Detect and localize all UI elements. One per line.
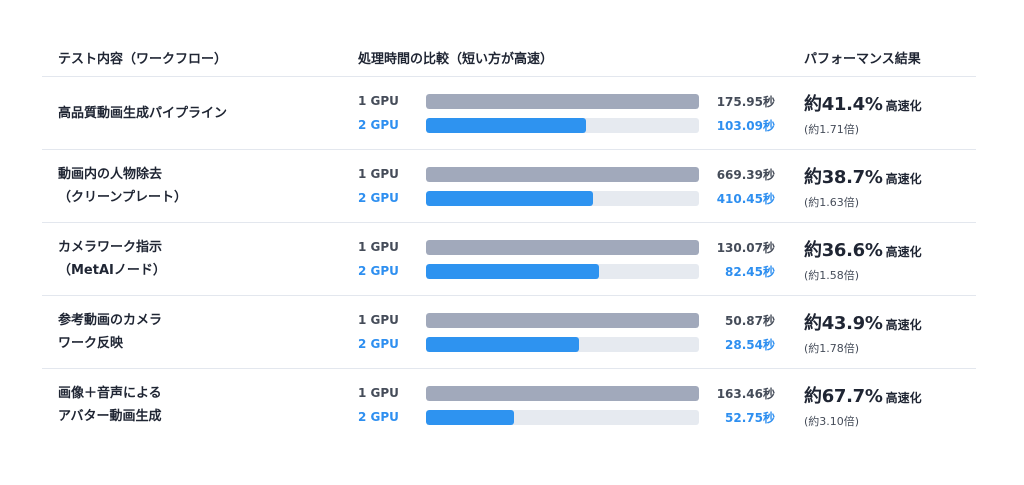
speedup-percent: 約41.4% [804,93,883,115]
speedup-ratio: (約3.10倍) [804,414,860,428]
value-1gpu: 175.95秒 [716,94,775,109]
gpu-label-2: 2 GPU [358,337,399,351]
speedup-ratio: (約1.63倍) [804,195,860,209]
speedup-suffix: 高速化 [885,317,922,332]
value-1gpu: 130.07秒 [716,240,775,255]
task-name: カメラワーク指示 （MetAIノード） [58,240,166,278]
gpu-label-2: 2 GPU [358,264,399,278]
bar-track [426,385,699,401]
gpu-label-1: 1 GPU [358,240,399,254]
value-1gpu: 50.87秒 [725,313,775,328]
bar-track [426,239,699,255]
bar-2gpu [426,263,600,279]
value-2gpu: 28.54秒 [725,337,775,352]
benchmark-table: テスト内容（ワークフロー） 処理時間の比較（短い方が高速） パフォーマンス結果 … [42,38,976,441]
task-name: 参考動画のカメラ ワーク反映 [58,313,163,351]
speedup-percent: 約36.6% [804,239,883,261]
gpu-label-2: 2 GPU [358,410,399,424]
table-row: 参考動画のカメラ ワーク反映 1 GPU 50.87秒 2 GPU 28.54秒… [42,296,976,369]
speedup-suffix: 高速化 [885,390,922,405]
bar-track [426,409,699,425]
header-task: テスト内容（ワークフロー） [58,51,228,67]
value-2gpu: 103.09秒 [716,118,775,133]
bar-2gpu [426,190,594,206]
bar-2gpu [426,409,515,425]
bar-2gpu [426,117,586,133]
bar-1gpu [426,385,699,401]
speedup-ratio: (約1.58倍) [804,268,860,282]
table-row: 高品質動画生成パイプライン 1 GPU 175.95秒 2 GPU 103.09… [42,77,976,150]
value-2gpu: 410.45秒 [716,191,775,206]
bar-1gpu [426,93,699,109]
speedup-ratio: (約1.71倍) [804,122,860,136]
bar-track [426,117,699,133]
bar-1gpu [426,239,699,255]
gpu-label-1: 1 GPU [358,94,399,108]
header-result: パフォーマンス結果 [804,51,921,67]
bar-track [426,190,699,206]
table-row: 動画内の人物除去 （クリーンプレート） 1 GPU 669.39秒 2 GPU … [42,150,976,223]
gpu-label-1: 1 GPU [358,167,399,181]
speedup-ratio: (約1.78倍) [804,341,860,355]
speedup-suffix: 高速化 [885,98,922,113]
gpu-label-2: 2 GPU [358,118,399,132]
task-name: 動画内の人物除去 （クリーンプレート） [58,167,187,205]
bar-track [426,93,699,109]
speedup-suffix: 高速化 [885,171,922,186]
table-header: テスト内容（ワークフロー） 処理時間の比較（短い方が高速） パフォーマンス結果 [42,38,976,77]
task-name: 高品質動画生成パイプライン [58,105,228,121]
bar-1gpu [426,166,699,182]
task-name: 画像＋音声による アバター動画生成 [58,386,162,424]
speedup-percent: 約43.9% [804,312,883,334]
value-2gpu: 52.75秒 [725,410,775,425]
speedup-percent: 約67.7% [804,385,883,407]
table-row: 画像＋音声による アバター動画生成 1 GPU 163.46秒 2 GPU 52… [42,369,976,441]
speedup-suffix: 高速化 [885,244,922,259]
header-chart: 処理時間の比較（短い方が高速） [358,51,554,67]
bar-track [426,312,699,328]
value-2gpu: 82.45秒 [725,264,775,279]
bar-track [426,263,699,279]
speedup-percent: 約38.7% [804,166,883,188]
value-1gpu: 669.39秒 [716,167,775,182]
bar-2gpu [426,336,580,352]
gpu-label-1: 1 GPU [358,386,399,400]
gpu-label-2: 2 GPU [358,191,399,205]
bar-1gpu [426,312,699,328]
table-row: カメラワーク指示 （MetAIノード） 1 GPU 130.07秒 2 GPU … [42,223,976,296]
bar-track [426,166,699,182]
gpu-label-1: 1 GPU [358,313,399,327]
value-1gpu: 163.46秒 [716,386,775,401]
bar-track [426,336,699,352]
